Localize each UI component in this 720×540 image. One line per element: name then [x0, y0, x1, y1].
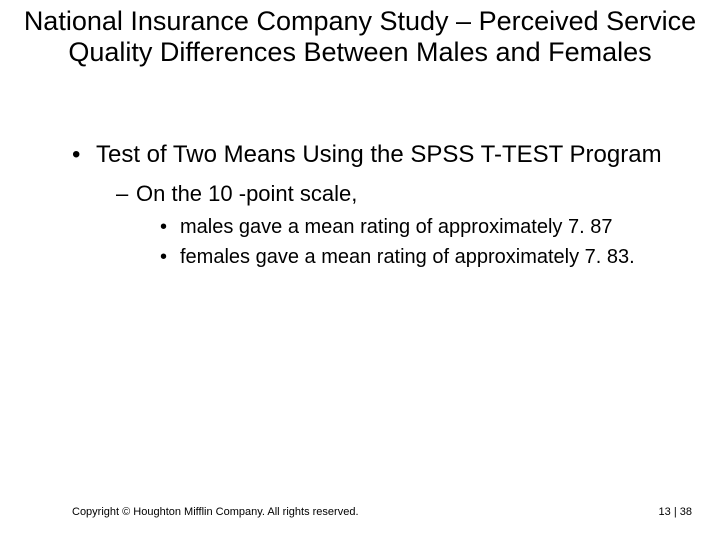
footer-page-number: 13 | 38 — [659, 506, 692, 518]
bullet-level-3: females gave a mean rating of approximat… — [160, 244, 680, 270]
bullet-level-1: Test of Two Means Using the SPSS T-TEST … — [72, 140, 680, 170]
bullet-level-3: males gave a mean rating of approximatel… — [160, 214, 680, 240]
footer-copyright: Copyright © Houghton Mifflin Company. Al… — [72, 506, 359, 518]
slide-body: Test of Two Means Using the SPSS T-TEST … — [72, 140, 680, 274]
slide-title: National Insurance Company Study – Perce… — [8, 6, 712, 68]
slide: National Insurance Company Study – Perce… — [0, 0, 720, 540]
bullet-level-2: On the 10 -point scale, — [116, 180, 680, 208]
